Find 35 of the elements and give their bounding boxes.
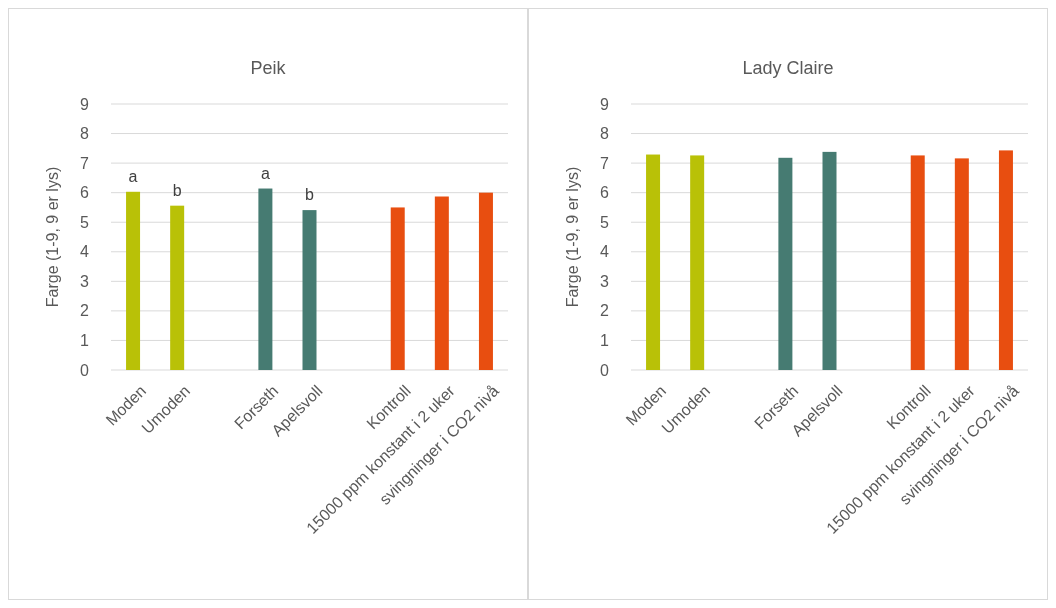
y-tick-label: 0: [600, 361, 610, 379]
y-tick-label: 7: [80, 154, 90, 172]
y-tick-label: 6: [80, 184, 90, 202]
bar: [690, 155, 705, 370]
bar: [998, 150, 1013, 370]
y-tick-label: 4: [80, 243, 90, 261]
y-axis-title: Farge (1-9, 9 er lys): [564, 166, 581, 308]
y-axis-title: Farge (1-9, 9 er lys): [44, 166, 61, 308]
bar: [910, 155, 925, 370]
y-tick-label: 3: [80, 272, 90, 290]
annotation: a: [128, 167, 138, 185]
y-tick-label: 9: [600, 95, 610, 113]
y-tick-label: 5: [80, 213, 90, 231]
y-tick-label: 9: [80, 95, 90, 113]
chart-title: Peik: [250, 58, 287, 78]
annotation: b: [172, 181, 182, 199]
y-tick-label: 7: [600, 154, 610, 172]
y-tick-label: 0: [80, 361, 90, 379]
y-tick-label: 1: [80, 332, 90, 350]
bar: [822, 151, 837, 370]
chart-title: Lady Claire: [742, 58, 834, 78]
bar: [954, 158, 969, 370]
y-tick-label: 4: [600, 243, 610, 261]
y-tick-label: 8: [80, 125, 90, 143]
annotation: a: [260, 164, 270, 182]
y-tick-label: 2: [600, 302, 610, 320]
y-tick-label: 6: [600, 184, 610, 202]
y-tick-label: 5: [600, 213, 610, 231]
y-tick-label: 3: [600, 272, 610, 290]
bar: [646, 154, 661, 370]
y-tick-label: 1: [600, 332, 610, 350]
bar: [778, 157, 793, 370]
annotation: b: [305, 186, 315, 204]
y-tick-label: 2: [80, 302, 90, 320]
y-tick-label: 8: [600, 125, 610, 143]
